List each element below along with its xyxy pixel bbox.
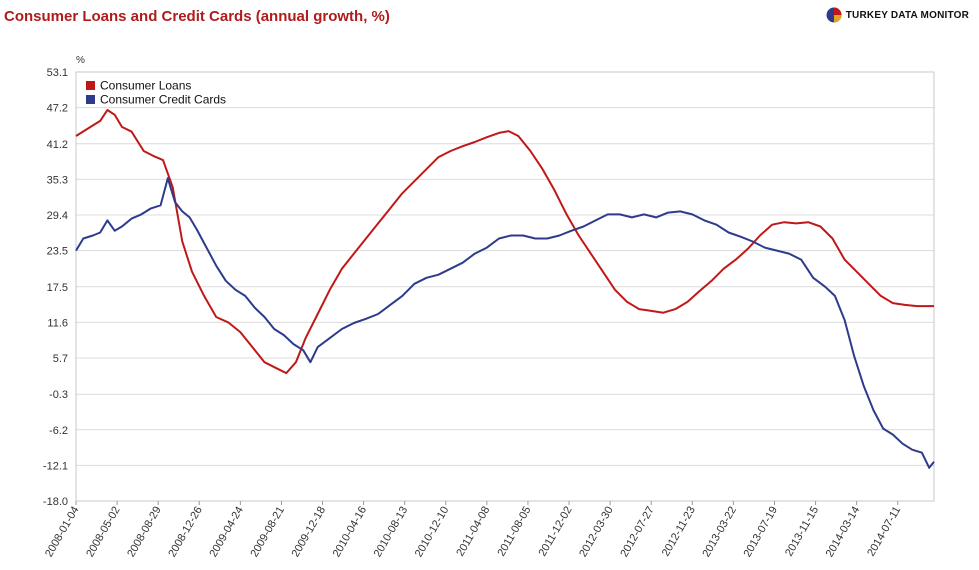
x-tick-label: 2009-08-21 [249, 505, 288, 560]
x-tick-label: 2013-07-19 [742, 505, 781, 560]
y-tick-label: 35.3 [47, 174, 68, 186]
brand-name: TURKEY DATA MONITOR [845, 9, 969, 21]
y-tick-label: 5.7 [53, 353, 68, 365]
x-tick-label: 2010-04-16 [331, 505, 370, 560]
x-axis: 2008-01-04 2008-05-02 2008-08-29 2008-12-26… [43, 501, 903, 559]
legend-label: Consumer Credit Cards [100, 93, 226, 107]
y-tick-label: 23.5 [47, 246, 68, 258]
y-unit-label: % [76, 55, 85, 66]
y-tick-label: -12.1 [43, 460, 68, 472]
x-tick-label: 2012-03-30 [577, 505, 616, 560]
x-tick-label: 2008-05-02 [84, 505, 123, 560]
x-tick-label: 2012-11-23 [660, 505, 698, 559]
y-tick-label: 53.1 [47, 67, 68, 79]
x-tick-label: 2009-04-24 [207, 505, 246, 560]
y-tick-label: 41.2 [47, 139, 68, 151]
x-tick-label: 2008-12-26 [166, 505, 205, 560]
x-tick-label: 2011-08-05 [495, 505, 533, 559]
legend-swatch [86, 81, 95, 90]
y-tick-label: -0.3 [49, 389, 68, 401]
y-tick-label: 17.5 [47, 282, 68, 294]
y-axis: 53.1 47.2 41.2 35.3 29.4 23.5 17.5 11.6 5.7 -0.3 -… [43, 67, 68, 508]
x-tick-label: 2009-12-18 [290, 505, 329, 560]
x-tick-label: 2014-07-11 [865, 505, 903, 559]
y-tick-label: 47.2 [47, 103, 68, 115]
series-line [75, 177, 935, 469]
y-tick-label: -18.0 [43, 496, 68, 508]
y-tick-label: 11.6 [47, 317, 68, 329]
x-tick-label: 2008-08-29 [125, 505, 164, 560]
legend-swatch [86, 95, 95, 104]
legend-label: Consumer Loans [100, 79, 191, 93]
y-tick-label: 29.4 [47, 210, 68, 222]
series-line [75, 109, 934, 375]
x-tick-label: 2012-07-27 [618, 505, 657, 560]
x-tick-label: 2011-04-08 [454, 505, 492, 559]
x-tick-label: 2011-12-02 [537, 505, 575, 559]
x-tick-label: 2013-11-15 [783, 505, 821, 559]
x-tick-label: 2010-12-10 [413, 505, 452, 560]
grid [76, 71, 934, 502]
series-lines [75, 109, 935, 469]
x-tick-label: 2014-03-14 [824, 505, 863, 560]
y-tick-label: -6.2 [49, 425, 68, 437]
pie-logo-icon [826, 7, 842, 23]
x-tick-label: 2013-03-22 [700, 505, 739, 560]
brand-logo: TURKEY DATA MONITOR [826, 7, 969, 23]
plot-area [75, 71, 935, 502]
chart-title: Consumer Loans and Credit Cards (annual … [4, 8, 390, 25]
x-tick-label: 2008-01-04 [43, 505, 82, 560]
x-tick-label: 2010-08-13 [372, 505, 411, 560]
